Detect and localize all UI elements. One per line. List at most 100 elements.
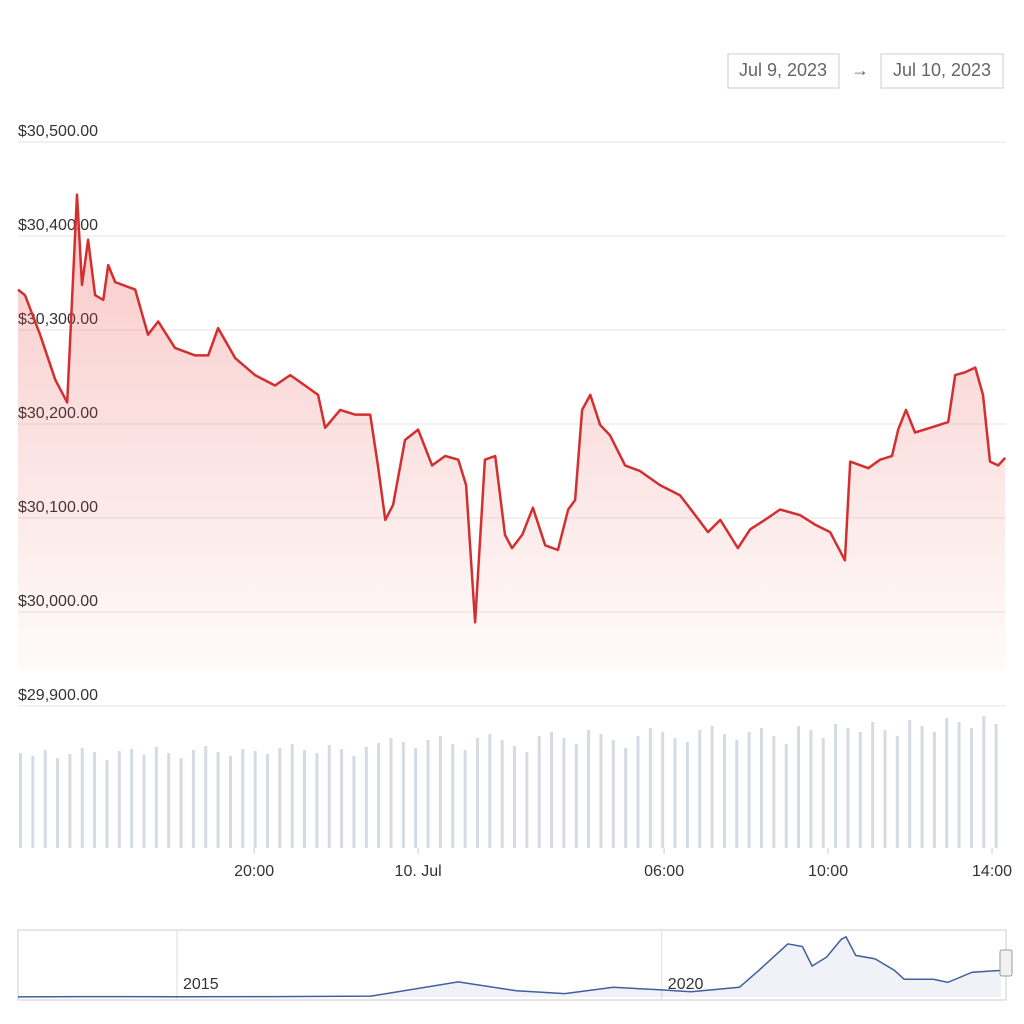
volume-bar xyxy=(204,746,208,848)
volume-bar xyxy=(56,758,60,848)
volume-bar xyxy=(846,728,850,848)
volume-bar xyxy=(525,752,529,848)
x-tick-label: 2015 xyxy=(183,976,219,993)
volume-bar xyxy=(154,747,158,848)
volume-bar xyxy=(179,758,183,848)
volume-bar xyxy=(303,750,307,848)
history-area xyxy=(18,936,1002,997)
volume-bar xyxy=(117,751,121,848)
volume-bar xyxy=(895,736,899,848)
volume-bar xyxy=(957,722,961,848)
x-tick-label: 10:00 xyxy=(808,863,848,880)
volume-bar xyxy=(673,738,677,848)
volume-bar xyxy=(735,740,739,848)
volume-bar xyxy=(191,750,195,848)
y-tick-label: $29,900.00 xyxy=(18,687,98,704)
volume-bar xyxy=(599,734,603,848)
volume-bar xyxy=(401,742,405,848)
volume-bar xyxy=(685,742,689,848)
volume-bar xyxy=(834,724,838,848)
volume-bar xyxy=(438,736,442,848)
volume-bar xyxy=(241,749,245,848)
range-to[interactable]: Jul 10, 2023 xyxy=(893,60,991,80)
volume-bar xyxy=(475,738,479,848)
volume-bar xyxy=(105,760,109,848)
volume-bar xyxy=(945,718,949,848)
range-box[interactable] xyxy=(727,53,840,89)
navigator-handle[interactable] xyxy=(999,949,1013,977)
volume-bar xyxy=(710,726,714,848)
volume-bar xyxy=(488,734,492,848)
volume-bar xyxy=(858,732,862,848)
volume-bar xyxy=(722,734,726,848)
volume-bar xyxy=(772,736,776,848)
volume-bar xyxy=(426,740,430,848)
volume-bar xyxy=(821,738,825,848)
price-area xyxy=(18,194,1006,670)
volume-bar xyxy=(463,750,467,848)
volume-bar xyxy=(290,744,294,848)
range-box[interactable] xyxy=(880,53,1004,89)
volume-bar xyxy=(228,756,232,848)
volume-bar xyxy=(932,732,936,848)
volume-bar xyxy=(43,750,47,848)
volume-bar xyxy=(537,736,541,848)
volume-bar xyxy=(611,740,615,848)
history-line xyxy=(17,935,1002,998)
volume-bar xyxy=(500,740,504,848)
volume-bar xyxy=(797,726,801,848)
volume-bar xyxy=(352,756,356,848)
volume-bar xyxy=(920,726,924,848)
x-tick-label: 14:00 xyxy=(972,863,1012,880)
volume-bar xyxy=(19,753,22,848)
volume-bar xyxy=(253,751,257,848)
volume-bar xyxy=(167,753,171,848)
volume-bar xyxy=(871,722,875,848)
volume-bar xyxy=(784,744,788,848)
volume-bar xyxy=(760,728,763,848)
volume-bar xyxy=(994,724,998,848)
volume-bar xyxy=(130,749,134,848)
volume-bar xyxy=(142,755,146,848)
y-tick-label: $30,500.00 xyxy=(18,123,98,140)
volume-bar xyxy=(809,730,813,848)
volume-bar xyxy=(969,728,973,848)
volume-bar xyxy=(574,744,578,848)
x-tick-label: 20:00 xyxy=(234,863,274,880)
volume-bar xyxy=(266,754,269,848)
volume-bar xyxy=(451,744,455,848)
volume-bar xyxy=(982,716,986,848)
x-tick-label: 06:00 xyxy=(644,863,684,880)
volume-bar xyxy=(550,732,554,848)
range-from[interactable]: Jul 9, 2023 xyxy=(739,60,827,80)
volume-bar xyxy=(327,745,331,848)
volume-bar xyxy=(562,738,566,848)
volume-bar xyxy=(315,753,319,848)
x-tick-label: 10. Jul xyxy=(395,863,442,880)
price-line xyxy=(17,193,1007,624)
volume-bar xyxy=(587,730,591,848)
volume-bar xyxy=(883,730,887,848)
volume-bar xyxy=(364,747,368,848)
x-tick-label: 2020 xyxy=(668,976,704,993)
volume-bar xyxy=(377,743,381,848)
volume-bar xyxy=(513,746,516,848)
range-separator: → xyxy=(851,60,869,80)
volume-bar xyxy=(278,748,282,848)
volume-bar xyxy=(389,738,393,848)
volume-bar xyxy=(624,748,628,848)
volume-bar xyxy=(636,736,640,848)
volume-bar xyxy=(414,748,418,848)
volume-bar xyxy=(747,732,751,848)
volume-bar xyxy=(80,748,84,848)
volume-bar xyxy=(661,732,665,848)
volume-bar xyxy=(31,756,35,848)
navigator: 2015 2020 xyxy=(17,930,1002,1000)
volume-bar xyxy=(908,720,912,848)
volume-bar xyxy=(93,752,97,848)
volume-bar xyxy=(216,752,220,848)
price-chart: $29,900.00$30,000.00$30,100.00$30,200.00… xyxy=(17,123,1012,880)
volume-bar xyxy=(340,749,344,848)
volume-bar xyxy=(648,728,652,848)
